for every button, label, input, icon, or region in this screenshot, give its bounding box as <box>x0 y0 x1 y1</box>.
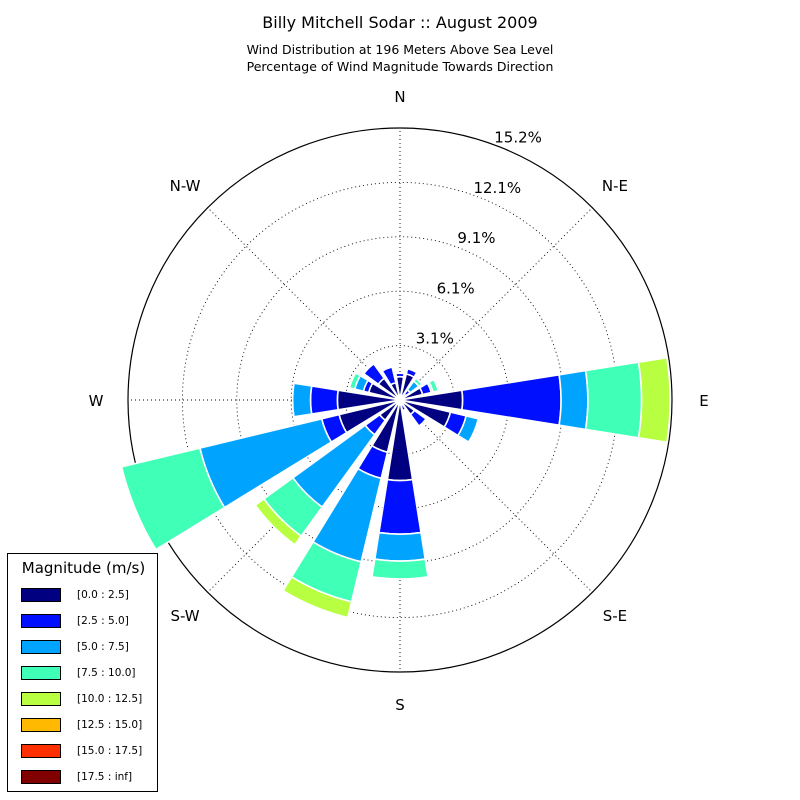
bar-247.5-bin-3 <box>120 447 226 551</box>
legend: Magnitude (m/s) [0.0 : 2.5] [2.5 : 5.0] [5… <box>7 553 158 792</box>
chart-title: Billy Mitchell Sodar :: August 2009 <box>262 13 538 32</box>
bar-45-bin-3 <box>412 377 423 388</box>
legend-label: [15.0 : 17.5] <box>77 745 143 757</box>
direction-label: S-W <box>170 607 199 625</box>
bar-0-bin-1 <box>394 372 406 378</box>
bar-67.5-bin-3 <box>427 378 440 394</box>
legend-swatch <box>21 588 61 602</box>
bar-315-bin-1 <box>362 362 386 386</box>
bar-270-bin-2 <box>291 382 313 418</box>
direction-label: N <box>394 88 405 106</box>
legend-item: [12.5 : 15.0] <box>21 718 156 734</box>
legend-item: [0.0 : 2.5] <box>21 588 156 604</box>
bar-22.5-bin-1 <box>405 367 418 379</box>
radial-tick-label: 3.1% <box>416 330 454 348</box>
legend-label: [5.0 : 7.5] <box>77 641 129 653</box>
radial-tick-labels: 3.1% 6.1% 9.1% 12.1% 15.2% <box>416 129 542 348</box>
legend-label: [10.0 : 12.5] <box>77 693 143 705</box>
legend-label: [0.0 : 2.5] <box>77 589 129 601</box>
direction-labels: N N-E E S-E S S-W W N-W <box>89 88 709 714</box>
direction-label: S <box>395 696 405 714</box>
bar-292.5-bin-3 <box>348 371 362 391</box>
angular-gridline <box>399 399 593 593</box>
legend-label: [12.5 : 15.0] <box>77 719 143 731</box>
radial-tick-label: 9.1% <box>457 229 495 247</box>
bar-90-bin-4 <box>637 356 671 444</box>
legend-item: [17.5 : inf] <box>21 770 156 786</box>
bar-225-bin-4 <box>254 497 303 546</box>
direction-label: E <box>699 392 708 410</box>
chart-subtitle-line-1: Wind Distribution at 196 Meters Above Se… <box>246 42 554 57</box>
radial-tick-label: 15.2% <box>494 129 542 147</box>
radial-tick-label: 6.1% <box>437 279 475 297</box>
wind-rose-bars <box>120 356 671 619</box>
direction-label: N-W <box>170 177 201 195</box>
legend-label: [2.5 : 5.0] <box>77 615 129 627</box>
bar-270-bin-1 <box>309 385 340 415</box>
legend-title: Magnitude (m/s) <box>21 559 146 577</box>
bar-135-bin-1 <box>409 409 428 428</box>
legend-item: [7.5 : 10.0] <box>21 666 156 682</box>
bar-90-bin-3 <box>584 361 643 439</box>
legend-label: [7.5 : 10.0] <box>77 667 136 679</box>
legend-swatch <box>21 640 61 654</box>
outer-circle <box>127 127 673 673</box>
legend-swatch <box>21 744 61 758</box>
bar-202.5-bin-4 <box>282 575 353 619</box>
legend-swatch <box>21 770 61 784</box>
legend-label: [17.5 : inf] <box>77 771 133 783</box>
bar-180-bin-2 <box>373 531 427 562</box>
bar-337.5-bin-1 <box>381 365 397 386</box>
bar-90-bin-2 <box>558 369 589 431</box>
legend-item: [15.0 : 17.5] <box>21 744 156 760</box>
legend-swatch <box>21 718 61 732</box>
angular-gridline <box>399 207 593 401</box>
direction-label: N-E <box>602 177 628 195</box>
legend-item: [10.0 : 12.5] <box>21 692 156 708</box>
legend-item: [2.5 : 5.0] <box>21 614 156 630</box>
direction-label: S-E <box>603 607 627 625</box>
bar-180-bin-3 <box>371 558 429 580</box>
direction-label: W <box>89 392 104 410</box>
legend-swatch <box>21 666 61 680</box>
legend-item: [5.0 : 7.5] <box>21 640 156 656</box>
angular-gridline <box>207 207 401 401</box>
bar-157.5-bin-1 <box>400 403 407 412</box>
chart-subtitle-line-2: Percentage of Wind Magnitude Towards Dir… <box>246 59 554 74</box>
legend-swatch <box>21 614 61 628</box>
bar-112.5-bin-2 <box>456 414 480 444</box>
legend-swatch <box>21 692 61 706</box>
radial-tick-label: 12.1% <box>473 179 521 197</box>
bar-180-bin-1 <box>378 478 422 535</box>
